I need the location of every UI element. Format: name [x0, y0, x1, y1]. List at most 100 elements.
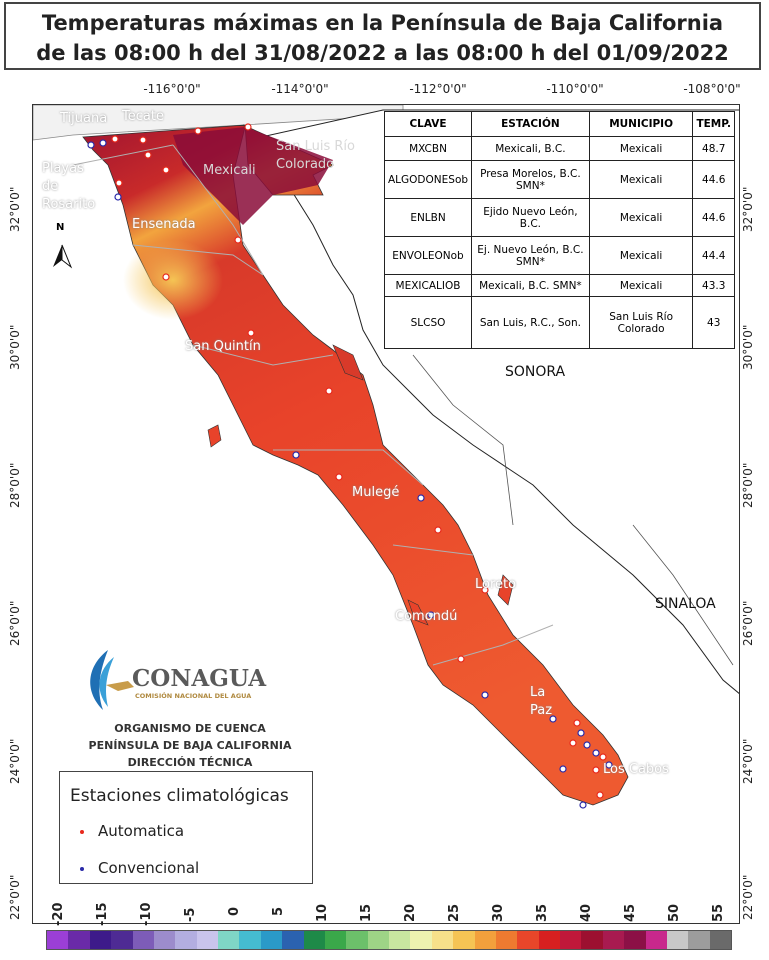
station-markers: [87, 123, 613, 809]
conagua-name: CONAGUA: [132, 665, 267, 692]
legend-title: Estaciones climatológicas: [70, 786, 289, 806]
cell-clave: MEXICALIOB: [383, 274, 473, 297]
lon-tick-116: -116°0'0": [143, 82, 201, 96]
scale-swatch: [517, 931, 539, 949]
scale-label: 0: [227, 906, 242, 916]
header-estacion: ESTACIÓN: [471, 111, 590, 137]
scale-swatch: [260, 931, 283, 949]
scale-label: 55: [711, 903, 726, 922]
scale-swatch: [474, 931, 496, 949]
cell-estacion: Mexicali, B.C.: [471, 136, 590, 161]
label-playas-rosarito: Playas de Rosarito: [42, 161, 96, 212]
table-row: ENVOLEONob Ej. Nuevo León, B.C. SMN* Mex…: [383, 236, 735, 275]
lat-tick-left-28: 28°0'0": [8, 462, 22, 508]
island-margarita: [407, 599, 429, 626]
table-row: MXCBN Mexicali, B.C. Mexicali 48.7: [383, 136, 735, 161]
scale-label: 50: [667, 903, 682, 922]
label-sinaloa: SINALOA: [655, 596, 716, 612]
lat-tick-left-22: 22°0'0": [8, 874, 22, 920]
north-label: N: [56, 222, 65, 233]
legend-label: Convencional: [98, 859, 200, 877]
scale-swatch: [239, 931, 261, 949]
scale-swatch: [175, 931, 197, 949]
cell-temp: 44.4: [692, 236, 735, 275]
state-border-sinaloa: [632, 524, 734, 666]
cool-zone: [123, 240, 223, 320]
temperature-color-scale: [46, 930, 732, 950]
scale-swatch: [538, 931, 560, 949]
scale-swatch: [645, 931, 667, 949]
lon-tick-114: -114°0'0": [271, 82, 329, 96]
scale-label: -10: [139, 902, 154, 927]
label-los-cabos: Los Cabos: [603, 762, 669, 777]
title-box: Temperaturas máximas en la Península de …: [4, 2, 761, 70]
scale-swatch: [688, 931, 710, 949]
lat-tick-right-22: 22°0'0": [741, 874, 755, 920]
cell-clave: ENVOLEONob: [383, 236, 473, 275]
cell-temp: 48.7: [692, 136, 735, 161]
north-arrow: [53, 244, 73, 269]
scale-label: 15: [359, 903, 374, 922]
label-mexicali: Mexicali: [203, 163, 256, 178]
table-row: ENLBN Ejido Nuevo León, B.C. Mexicali 44…: [383, 198, 735, 237]
stations-table: CLAVE ESTACIÓN MUNICIPIO TEMP. MXCBN Mex…: [383, 111, 735, 349]
table-row: MEXICALIOB Mexicali, B.C. SMN* Mexicali …: [383, 274, 735, 297]
lat-tick-right-32: 32°0'0": [741, 186, 755, 232]
cell-estacion: Presa Morelos, B.C. SMN*: [471, 160, 590, 199]
scale-swatch: [89, 931, 112, 949]
scale-swatch: [495, 931, 518, 949]
title-line-2: de las 08:00 h del 31/08/2022 a las 08:0…: [36, 41, 729, 65]
cell-clave: ALGODONESob: [383, 160, 473, 199]
lat-tick-left-30: 30°0'0": [8, 324, 22, 370]
automatic-station-dot-icon: [80, 829, 84, 834]
scale-swatch: [602, 931, 625, 949]
scale-swatch: [453, 931, 475, 949]
cell-temp: 43: [692, 296, 735, 349]
header-clave: CLAVE: [383, 111, 473, 137]
cell-temp: 43.3: [692, 274, 735, 297]
scale-swatch: [367, 931, 389, 949]
scale-swatch: [666, 931, 689, 949]
lat-tick-right-26: 26°0'0": [741, 600, 755, 646]
label-sonora: SONORA: [505, 364, 566, 380]
scale-swatch: [324, 931, 347, 949]
hot-zone: [173, 127, 333, 225]
lat-tick-right-30: 30°0'0": [741, 324, 755, 370]
scale-label: 5: [271, 906, 286, 916]
table-row: SLCSO San Luis, R.C., Son. San Luis Río …: [383, 296, 735, 349]
cell-municipio: Mexicali: [588, 160, 694, 199]
cell-municipio: Mexicali: [588, 198, 694, 237]
org-line-3: DIRECCIÓN TÉCNICA: [127, 756, 253, 769]
scale-swatch: [410, 931, 432, 949]
cell-municipio: Mexicali: [588, 236, 694, 275]
lat-tick-left-26: 26°0'0": [8, 600, 22, 646]
island-cedros: [207, 424, 222, 448]
scale-swatch: [624, 931, 646, 949]
scale-swatch: [389, 931, 411, 949]
scale-swatch: [431, 931, 454, 949]
scale-swatch: [111, 931, 133, 949]
org-line-1: ORGANISMO DE CUENCA: [114, 722, 266, 735]
municipal-borders: [72, 144, 554, 666]
scale-label: 25: [447, 903, 462, 922]
scale-label: -20: [51, 902, 66, 927]
cell-estacion: Ejido Nuevo León, B.C.: [471, 198, 590, 237]
title-line-1: Temperaturas máximas en la Península de …: [41, 11, 724, 35]
legend-label: Automatica: [98, 822, 185, 840]
scale-swatch: [132, 931, 154, 949]
cell-municipio: Mexicali: [588, 274, 694, 297]
scale-swatch: [196, 931, 218, 949]
label-ensenada: Ensenada: [132, 217, 196, 232]
scale-label: 35: [535, 903, 550, 922]
label-la-paz: La Paz: [530, 685, 553, 718]
scale-label: 10: [315, 903, 330, 922]
cell-estacion: Ej. Nuevo León, B.C. SMN*: [471, 236, 590, 275]
header-temp: TEMP.: [692, 111, 735, 137]
scale-swatch: [153, 931, 176, 949]
org-line-2: PENÍNSULA DE BAJA CALIFORNIA: [88, 739, 292, 752]
scale-label: 45: [623, 903, 638, 922]
label-tijuana: Tijuana: [60, 111, 108, 126]
cell-estacion: San Luis, R.C., Son.: [471, 296, 590, 349]
scale-swatch: [68, 931, 90, 949]
lon-tick-110: -110°0'0": [546, 82, 604, 96]
